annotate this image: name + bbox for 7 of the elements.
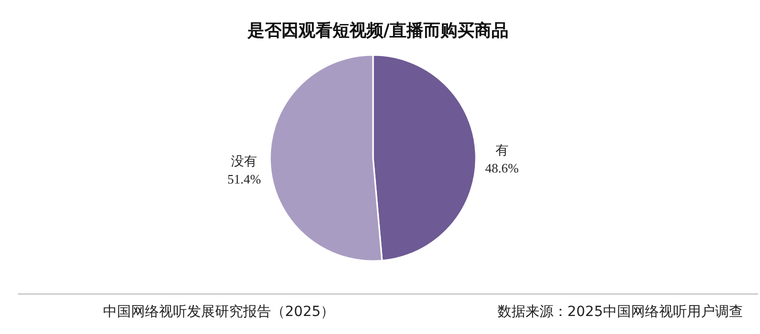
text: 中国网络视听发展研究报告（2025） xyxy=(103,304,335,320)
data-label: 48.6% xyxy=(485,160,519,176)
chart-title: 是否因观看短视频/直播而购买商品 xyxy=(246,21,509,41)
data-label: 51.4% xyxy=(227,172,262,187)
source-note: 数据来源：2025中国网络视听用户调查 xyxy=(497,304,743,320)
slice-label: 没有 xyxy=(231,154,258,170)
slice-label: 有 xyxy=(495,143,508,158)
